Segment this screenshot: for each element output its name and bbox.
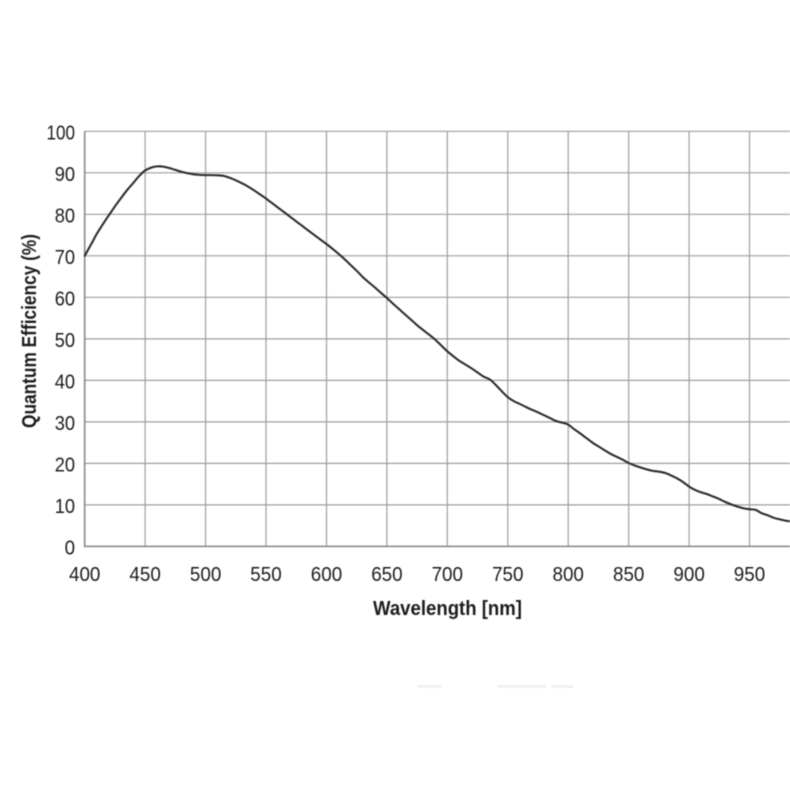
svg-text:50: 50 bbox=[55, 330, 75, 352]
svg-text:400: 400 bbox=[69, 564, 100, 586]
svg-text:70: 70 bbox=[55, 247, 75, 269]
svg-text:0: 0 bbox=[65, 537, 75, 559]
svg-text:800: 800 bbox=[553, 564, 584, 586]
svg-text:Quantum Efficiency (%): Quantum Efficiency (%) bbox=[18, 234, 41, 428]
svg-text:60: 60 bbox=[55, 288, 75, 310]
svg-text:650: 650 bbox=[371, 564, 402, 586]
svg-text:750: 750 bbox=[492, 564, 523, 586]
svg-text:550: 550 bbox=[250, 564, 281, 586]
svg-text:100: 100 bbox=[47, 122, 76, 144]
svg-text:20: 20 bbox=[55, 454, 75, 476]
svg-text:30: 30 bbox=[55, 413, 75, 435]
svg-text:40: 40 bbox=[55, 371, 75, 393]
svg-text:600: 600 bbox=[311, 564, 342, 586]
svg-text:900: 900 bbox=[673, 564, 704, 586]
svg-text:Wavelength [nm]: Wavelength [nm] bbox=[373, 597, 522, 620]
svg-text:90: 90 bbox=[55, 164, 75, 186]
svg-text:700: 700 bbox=[432, 564, 463, 586]
svg-text:80: 80 bbox=[55, 205, 75, 227]
svg-text:450: 450 bbox=[129, 564, 160, 586]
svg-text:950: 950 bbox=[734, 564, 765, 586]
svg-text:850: 850 bbox=[613, 564, 644, 586]
svg-text:500: 500 bbox=[190, 564, 221, 586]
svg-text:10: 10 bbox=[55, 496, 75, 518]
